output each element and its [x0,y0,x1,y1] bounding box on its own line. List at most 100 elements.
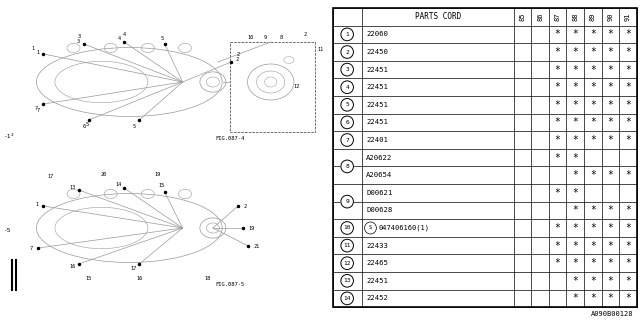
Text: 88: 88 [572,12,579,21]
Text: D00628: D00628 [366,207,392,213]
Text: *: * [607,47,613,57]
Text: 14: 14 [344,296,351,301]
Text: *: * [625,276,631,286]
Text: PARTS CORD: PARTS CORD [415,12,461,21]
Text: *: * [555,188,561,198]
Text: FIG.087-5: FIG.087-5 [215,282,244,287]
Text: 22451: 22451 [366,84,388,90]
Text: *: * [572,205,578,215]
Circle shape [340,81,354,94]
Text: 13: 13 [69,185,76,190]
Text: *: * [572,65,578,75]
Text: 4: 4 [118,36,121,41]
Text: *: * [572,47,578,57]
Text: *: * [572,170,578,180]
Text: 12: 12 [344,261,351,266]
Text: 22451: 22451 [366,67,388,73]
Text: 87: 87 [555,12,561,21]
Text: *: * [607,241,613,251]
Text: 1: 1 [32,46,35,51]
Text: *: * [572,100,578,110]
Text: 22450: 22450 [366,49,388,55]
Text: 22060: 22060 [366,31,388,37]
Text: *: * [572,293,578,303]
Text: 19: 19 [154,172,161,177]
Text: 18: 18 [205,276,211,281]
Text: *: * [590,47,596,57]
Text: *: * [555,82,561,92]
Text: 2: 2 [237,52,240,57]
Text: A090B00128: A090B00128 [591,311,634,317]
Circle shape [340,159,354,173]
Text: FIG.087-4: FIG.087-4 [215,136,244,141]
Text: *: * [555,135,561,145]
Text: *: * [607,205,613,215]
Text: 7: 7 [37,108,40,114]
Text: *: * [625,258,631,268]
Text: 7: 7 [345,138,349,142]
Text: *: * [625,135,631,145]
Text: 11: 11 [317,47,323,52]
Text: 1: 1 [35,202,38,207]
Circle shape [340,28,354,41]
Text: 22433: 22433 [366,243,388,249]
Text: 22451: 22451 [366,278,388,284]
Text: *: * [607,223,613,233]
Text: *: * [590,223,596,233]
Text: *: * [625,293,631,303]
Text: 9: 9 [264,35,267,40]
Text: *: * [555,100,561,110]
Text: D00621: D00621 [366,190,392,196]
Text: *: * [625,241,631,251]
Text: *: * [607,82,613,92]
Text: 22452: 22452 [366,295,388,301]
Text: 12: 12 [293,84,299,89]
Text: 20: 20 [101,172,107,177]
Text: 5: 5 [132,124,136,130]
Text: *: * [590,276,596,286]
Text: 90: 90 [607,12,613,21]
Circle shape [340,195,354,209]
Circle shape [340,98,354,111]
Text: *: * [625,82,631,92]
Text: 85: 85 [520,12,525,21]
Text: *: * [625,29,631,39]
Text: 91: 91 [625,12,631,21]
Text: 3: 3 [77,34,81,39]
Text: 17: 17 [47,174,54,179]
Text: 8: 8 [279,35,282,40]
Text: *: * [572,223,578,233]
Text: *: * [590,135,596,145]
Text: 22465: 22465 [366,260,388,266]
Text: *: * [625,117,631,127]
Text: 2: 2 [345,50,349,54]
Text: 15: 15 [86,276,92,281]
Text: A20622: A20622 [366,155,392,161]
Text: 2: 2 [303,32,307,37]
Text: *: * [607,293,613,303]
Text: *: * [607,135,613,145]
Text: *: * [555,65,561,75]
Text: 16: 16 [69,264,76,269]
Text: *: * [607,117,613,127]
Text: 5: 5 [161,36,164,41]
Text: *: * [555,29,561,39]
Text: *: * [625,223,631,233]
Text: -5: -5 [4,228,12,233]
Text: 7: 7 [35,106,38,111]
Text: 14: 14 [115,181,122,187]
Circle shape [340,63,354,76]
Text: 15: 15 [158,183,164,188]
Text: *: * [607,170,613,180]
Text: 8: 8 [345,164,349,169]
Text: *: * [590,205,596,215]
Text: *: * [555,241,561,251]
Text: *: * [555,223,561,233]
Text: 047406160(1): 047406160(1) [379,225,430,231]
Text: *: * [572,276,578,286]
Text: *: * [555,153,561,163]
Text: *: * [625,100,631,110]
Text: *: * [572,82,578,92]
Text: *: * [607,100,613,110]
Text: 22451: 22451 [366,119,388,125]
